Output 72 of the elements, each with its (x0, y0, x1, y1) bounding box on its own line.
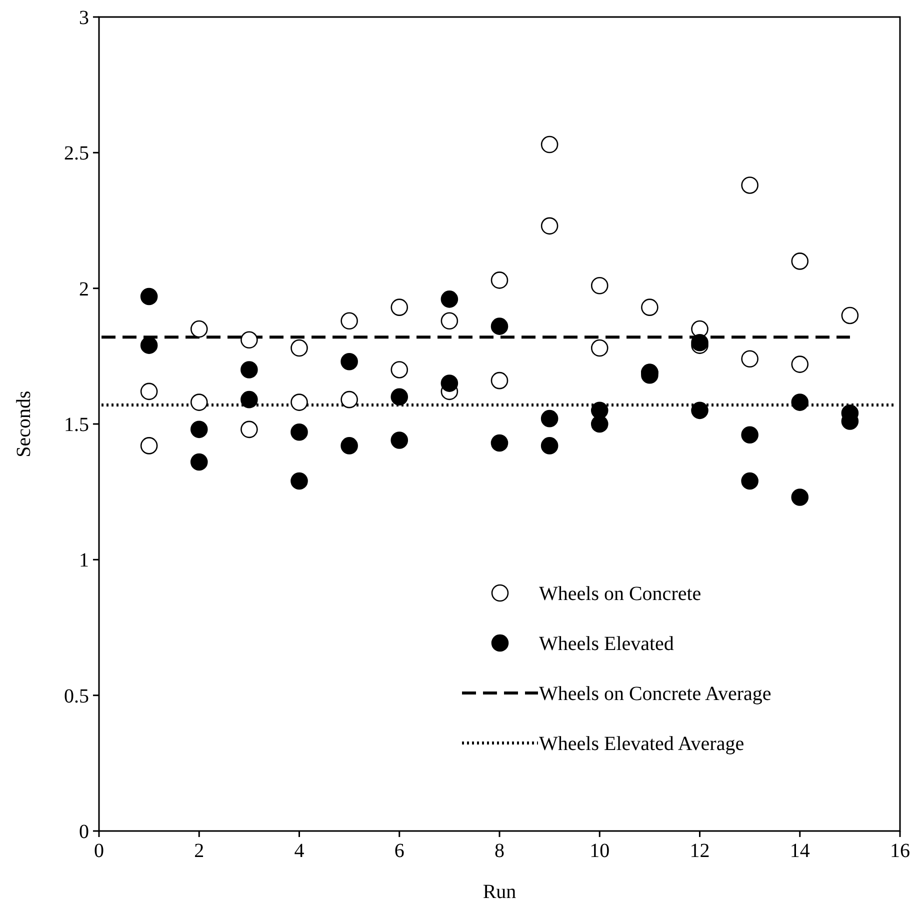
y-tick-label: 3 (79, 7, 89, 29)
y-tick-label: 0.5 (64, 685, 89, 708)
y-tick-label: 0 (79, 821, 89, 843)
x-tick-label: 2 (194, 840, 204, 862)
x-tick-label: 4 (294, 840, 304, 862)
legend-label: Wheels Elevated (539, 633, 674, 655)
point (240, 331, 258, 349)
point (741, 350, 758, 368)
point (240, 390, 258, 408)
point (140, 288, 158, 306)
legend-label: Wheels Elevated Average (539, 733, 744, 755)
point (240, 361, 258, 378)
x-tick-label: 14 (790, 840, 810, 862)
x-tick-label: 6 (394, 840, 404, 862)
y-axis-title: Seconds (13, 390, 35, 458)
point (540, 136, 558, 154)
point (290, 394, 308, 411)
point (190, 420, 208, 438)
point (190, 453, 208, 471)
point (390, 388, 408, 406)
point (490, 318, 508, 335)
point (841, 306, 859, 324)
point (691, 402, 708, 420)
point (791, 252, 809, 270)
point (741, 176, 758, 194)
point (590, 415, 608, 433)
point (590, 339, 608, 357)
x-tick-label: 0 (94, 840, 104, 862)
point (490, 272, 508, 289)
point (440, 312, 458, 330)
point (490, 434, 508, 452)
point (540, 437, 558, 454)
y-tick-label: 2 (79, 278, 89, 300)
point (140, 382, 158, 400)
point (140, 336, 158, 354)
y-tick-label: 1.5 (64, 414, 89, 436)
point (190, 320, 208, 338)
point (540, 217, 558, 235)
y-tick-label: 1 (79, 550, 89, 572)
x-tick-label: 10 (590, 840, 610, 862)
point (791, 356, 809, 373)
point (340, 390, 358, 408)
point (390, 432, 408, 449)
point (190, 394, 208, 411)
point (290, 423, 308, 441)
x-axis-title: Run (482, 881, 516, 903)
point (691, 334, 708, 352)
point (440, 290, 458, 308)
point (390, 361, 408, 378)
point (440, 374, 458, 392)
point (290, 472, 308, 490)
point (641, 298, 658, 316)
point (791, 488, 809, 506)
point (240, 420, 258, 438)
legend-label: Wheels on Concrete Average (539, 683, 772, 705)
point (340, 437, 358, 454)
x-tick-label: 16 (890, 840, 910, 862)
point (290, 339, 308, 357)
x-tick-label: 8 (494, 840, 504, 862)
point (791, 394, 809, 411)
point (540, 410, 558, 428)
legend-label: Wheels on Concrete (539, 583, 702, 605)
point (390, 298, 408, 316)
point (140, 437, 158, 454)
point (490, 372, 508, 390)
point (340, 352, 358, 370)
point (340, 312, 358, 330)
point (741, 472, 758, 490)
point (590, 276, 608, 294)
point (741, 426, 758, 444)
x-tick-label: 12 (690, 840, 710, 862)
y-tick-label: 2.5 (64, 142, 89, 165)
